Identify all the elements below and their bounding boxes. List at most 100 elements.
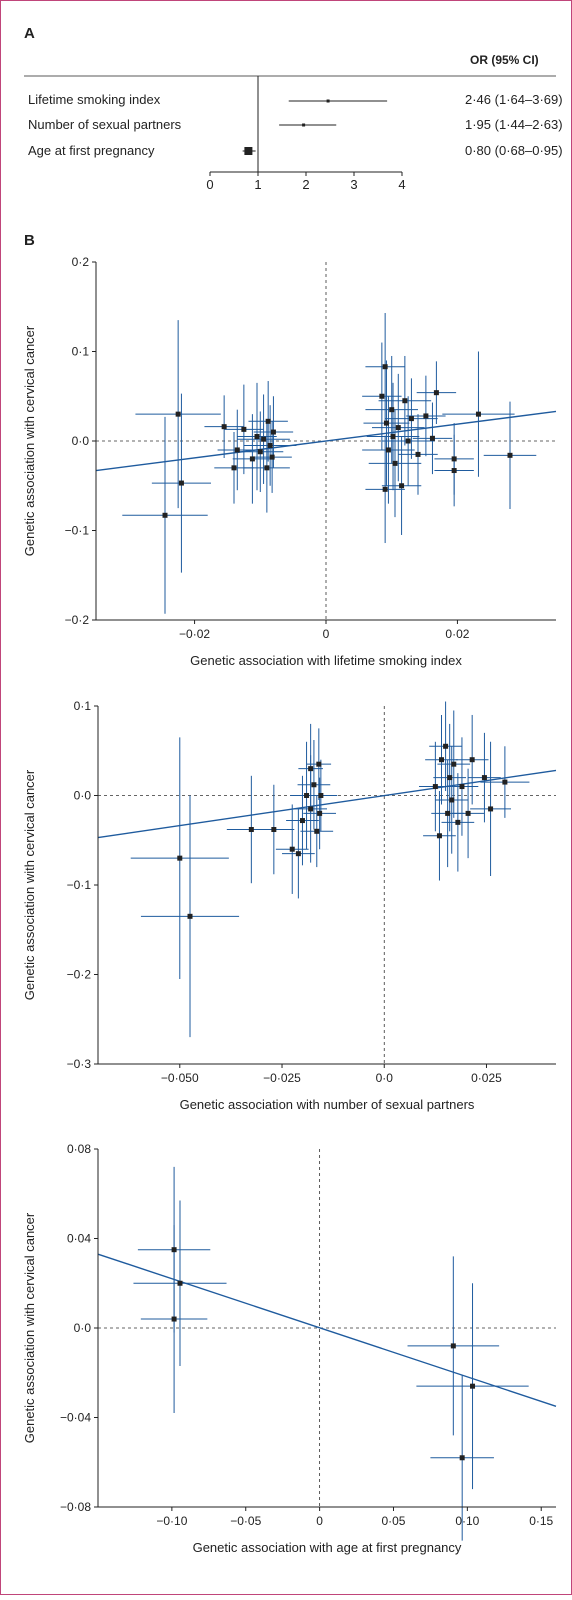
forest-point — [302, 123, 306, 127]
data-point — [271, 827, 277, 833]
data-point — [469, 757, 475, 763]
forest-row-label-smoking: Lifetime smoking index — [28, 92, 161, 107]
data-point — [221, 424, 227, 430]
data-point — [423, 413, 429, 419]
x-tick-label: 0·02 — [445, 627, 469, 641]
data-point — [177, 1280, 183, 1286]
forest-row-label-pregnancy: Age at first pregnancy — [28, 143, 155, 158]
data-point — [171, 1316, 177, 1322]
forest-row-ci-partners: 1·95 (1·44–2·63) — [465, 117, 563, 132]
data-point — [304, 793, 310, 798]
data-point — [264, 465, 270, 471]
forest-x-tick-label: 3 — [350, 177, 357, 192]
x-tick-label: 0·05 — [381, 1514, 405, 1528]
data-point — [175, 411, 181, 417]
forest-x-tick-label: 1 — [254, 177, 261, 192]
data-point — [459, 1455, 465, 1461]
x-tick-label: −0·05 — [230, 1514, 261, 1528]
data-point — [443, 743, 449, 749]
data-point — [318, 793, 324, 798]
data-point — [451, 761, 457, 767]
data-point — [187, 913, 193, 919]
data-point — [295, 851, 301, 857]
data-point — [470, 1383, 476, 1389]
data-point — [450, 1343, 456, 1349]
y-tick-label: 0·1 — [72, 345, 90, 359]
x-tick-label: −0·025 — [263, 1071, 301, 1085]
data-point — [316, 761, 322, 767]
x-axis-label: Genetic association with lifetime smokin… — [190, 653, 462, 668]
data-point — [405, 438, 411, 444]
forest-point — [244, 147, 253, 155]
data-point — [379, 393, 385, 399]
data-point — [459, 784, 465, 790]
x-tick-label: 0·0 — [376, 1071, 394, 1085]
regression-line — [97, 769, 557, 839]
x-tick-label: 0 — [316, 1514, 323, 1528]
data-point — [382, 364, 388, 370]
data-point — [177, 855, 183, 861]
y-tick-label: −0·04 — [60, 1411, 91, 1425]
data-point — [314, 828, 320, 834]
data-point — [261, 436, 267, 442]
data-point — [308, 806, 314, 812]
data-point — [389, 407, 395, 413]
data-point — [507, 452, 513, 458]
forest-x-tick-label: 2 — [302, 177, 309, 192]
y-tick-label: 0·2 — [72, 255, 90, 269]
data-point — [257, 449, 263, 455]
scatter-partners-panel: 0·1 0·0 −0·1 −0·2 −0·3 −0·050 −0·025 0·0 0·025 Ge… — [22, 699, 557, 1112]
forest-plot-area: 0 1 2 3 4 — [206, 76, 406, 192]
data-point — [234, 447, 240, 453]
y-tick-label: 0·0 — [72, 434, 90, 448]
data-point — [395, 425, 401, 431]
x-tick-label: −0·10 — [156, 1514, 187, 1528]
forest-point — [326, 99, 330, 103]
data-point — [308, 766, 314, 772]
y-tick-label: 0·0 — [74, 789, 92, 803]
forest-row-label-partners: Number of sexual partners — [28, 117, 182, 132]
y-tick-label: 0·1 — [74, 699, 92, 713]
data-point — [408, 416, 414, 422]
data-point — [415, 451, 421, 457]
y-tick-label: −0·3 — [67, 1057, 92, 1071]
forest-plot-panel: A OR (95% CI) Lifetime smoking index Num… — [24, 25, 563, 192]
data-point — [385, 447, 391, 453]
data-point — [439, 757, 444, 763]
x-axis-label: Genetic association with number of sexua… — [180, 1097, 475, 1112]
data-point — [270, 429, 276, 435]
data-point — [481, 775, 487, 781]
y-tick-label: −0·2 — [67, 968, 92, 982]
forest-x-tick-label: 0 — [206, 177, 213, 192]
x-tick-label: −0·050 — [161, 1071, 199, 1085]
y-tick-label: −0·1 — [67, 878, 92, 892]
forest-x-tick-label: 4 — [398, 177, 405, 192]
data-point — [445, 810, 451, 816]
x-tick-label: 0 — [323, 627, 330, 641]
data-point — [162, 512, 168, 518]
data-point — [299, 818, 305, 824]
data-point — [171, 1247, 177, 1253]
scatter-pregnancy-panel: 0·08 0·04 0·0 −0·04 −0·08 −0·10 −0·05 0 0·05 0·10… — [22, 1142, 557, 1555]
y-tick-label: −0·1 — [65, 524, 90, 538]
forest-row-ci-pregnancy: 0·80 (0·68–0·95) — [465, 143, 563, 158]
regression-line — [95, 410, 557, 472]
y-tick-label: 0·08 — [67, 1142, 91, 1156]
y-tick-label: −0·2 — [65, 613, 90, 627]
data-point — [436, 833, 442, 839]
data-point — [455, 819, 461, 825]
data-point — [429, 435, 435, 441]
data-point — [432, 784, 438, 790]
data-point — [317, 810, 323, 816]
data-point — [475, 411, 481, 417]
y-axis-label: Genetic association with cervical cancer — [22, 1212, 37, 1443]
data-point — [267, 442, 273, 448]
data-point — [451, 456, 457, 462]
data-point — [465, 810, 471, 816]
data-point — [451, 468, 457, 474]
data-point — [241, 426, 247, 432]
data-point — [390, 434, 396, 440]
